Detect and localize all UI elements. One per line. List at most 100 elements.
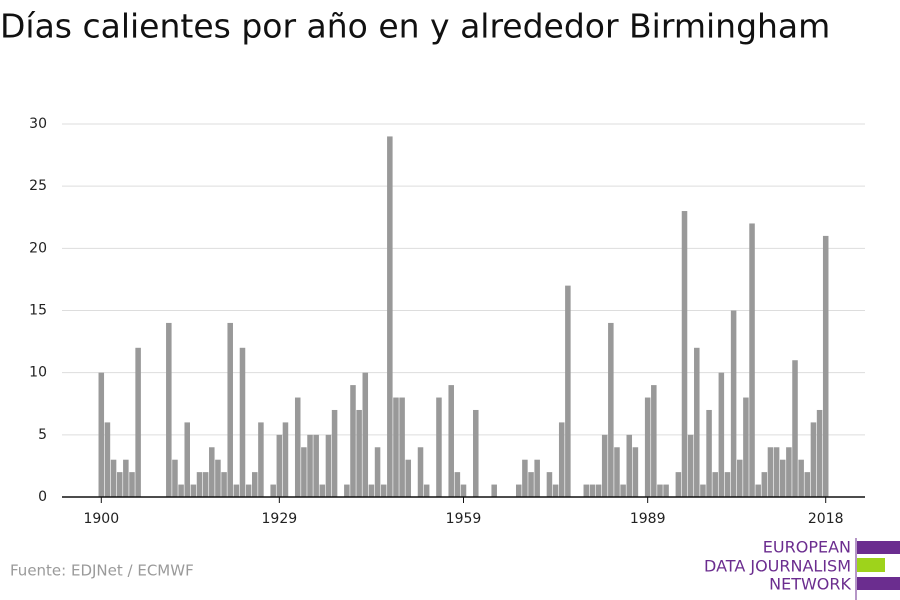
bar xyxy=(313,434,319,497)
bar xyxy=(380,484,387,497)
x-tick-label: 1989 xyxy=(630,511,666,527)
x-tick-label: 1900 xyxy=(83,511,119,527)
bar xyxy=(245,484,252,497)
logo-bar xyxy=(857,558,885,572)
bar xyxy=(687,434,694,497)
bar xyxy=(552,484,559,497)
bar xyxy=(98,372,105,497)
bar xyxy=(614,447,620,497)
bar xyxy=(393,397,399,497)
bar xyxy=(822,235,829,497)
chart-title: Días calientes por año en y alrededor Bi… xyxy=(0,7,830,46)
bar xyxy=(522,459,528,497)
logo-text: DATA JOURNALISM xyxy=(704,557,851,576)
bar xyxy=(663,484,669,497)
bar xyxy=(632,447,639,497)
bar xyxy=(681,211,688,498)
bar xyxy=(276,434,283,497)
bar xyxy=(730,310,737,497)
bar xyxy=(816,409,823,497)
bar xyxy=(110,459,117,497)
bar xyxy=(233,484,240,497)
bar xyxy=(736,459,743,497)
logo-text: EUROPEAN xyxy=(763,538,851,557)
bar xyxy=(724,472,731,497)
bar xyxy=(227,322,233,497)
bar xyxy=(258,422,264,497)
x-tick-label: 1959 xyxy=(446,511,482,527)
bar xyxy=(362,372,369,497)
y-tick-label: 5 xyxy=(38,427,47,443)
bar xyxy=(700,484,706,497)
bar xyxy=(810,422,817,497)
bar xyxy=(368,484,375,497)
bar xyxy=(761,472,768,497)
bar xyxy=(282,422,289,497)
bar xyxy=(798,459,804,497)
bar xyxy=(202,472,209,497)
y-tick-label: 15 xyxy=(29,303,47,319)
bar xyxy=(792,360,798,497)
bar xyxy=(325,434,332,497)
y-tick-label: 25 xyxy=(29,178,47,194)
bar xyxy=(417,447,424,497)
x-tick-label: 2018 xyxy=(808,511,844,527)
bar xyxy=(135,347,141,497)
bar xyxy=(773,447,780,497)
bar xyxy=(374,447,381,497)
bar xyxy=(608,322,614,497)
logo-text: NETWORK xyxy=(769,575,851,594)
bar xyxy=(706,409,712,497)
bar xyxy=(601,434,608,497)
bar xyxy=(196,472,203,497)
bar xyxy=(319,484,326,497)
bar xyxy=(331,409,338,497)
bar xyxy=(626,434,633,497)
bar xyxy=(350,385,356,497)
bar xyxy=(307,434,313,497)
bar xyxy=(583,484,590,497)
bar xyxy=(436,397,442,497)
bar xyxy=(454,472,461,497)
logo-bar xyxy=(857,577,900,590)
bar xyxy=(344,484,350,497)
bar xyxy=(515,484,522,497)
bar xyxy=(252,472,258,497)
bar xyxy=(595,484,602,497)
bar xyxy=(460,484,467,497)
bar xyxy=(620,484,626,497)
bar xyxy=(399,397,405,497)
bar xyxy=(749,223,755,497)
bar xyxy=(129,472,135,497)
bar xyxy=(448,385,454,497)
bar xyxy=(209,447,215,497)
bar xyxy=(405,459,412,497)
bar xyxy=(294,397,301,497)
bar xyxy=(166,322,172,497)
logo: EUROPEAN DATA JOURNALISM NETWORK xyxy=(704,538,900,600)
bar xyxy=(221,472,227,497)
bar xyxy=(270,484,276,497)
bar xyxy=(178,484,184,497)
bar xyxy=(116,472,123,497)
y-tick-label: 30 xyxy=(29,116,47,132)
bar xyxy=(651,385,657,497)
bar xyxy=(528,472,534,497)
bar xyxy=(534,459,540,497)
bar xyxy=(239,347,246,497)
logo-bar xyxy=(857,541,900,554)
bar xyxy=(743,397,749,497)
source: Fuente: EDJNet / ECMWF xyxy=(10,562,194,580)
bar xyxy=(215,459,221,497)
bar xyxy=(712,472,718,497)
bar xyxy=(565,285,571,497)
bar xyxy=(123,459,129,497)
bar xyxy=(387,136,393,497)
bar xyxy=(172,459,178,497)
y-tick-label: 20 xyxy=(29,240,47,256)
bar xyxy=(356,409,362,497)
bar xyxy=(301,447,307,497)
y-tick-label: 0 xyxy=(38,489,47,505)
bar xyxy=(491,484,497,497)
